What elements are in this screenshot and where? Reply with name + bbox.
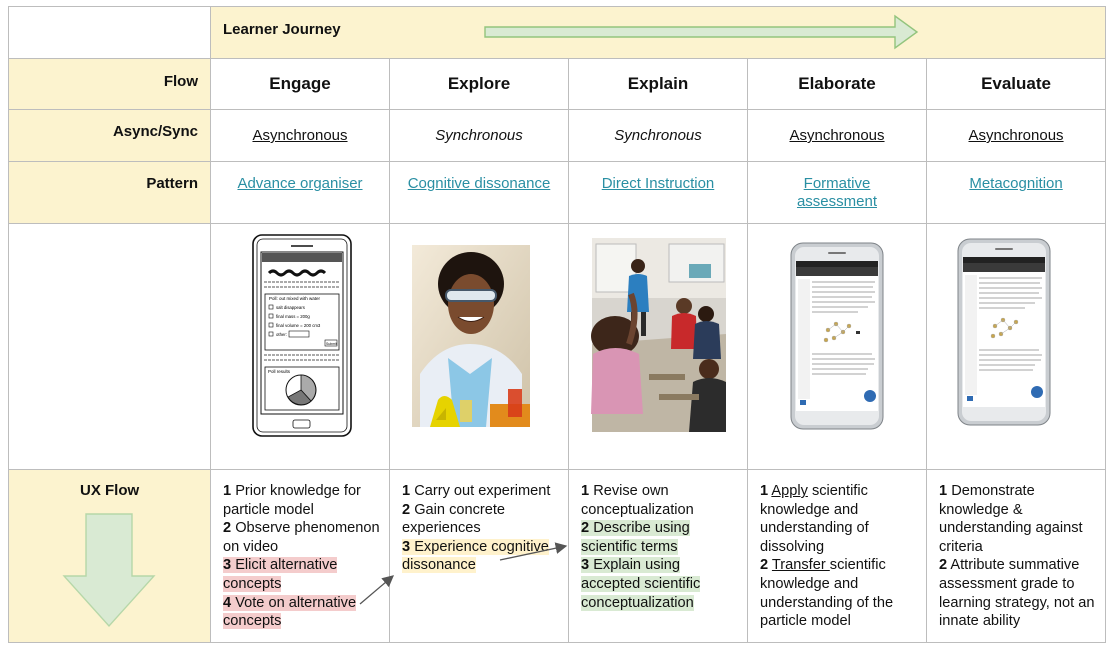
pattern-explore: Cognitive dissonance: [389, 161, 569, 224]
row-label-pattern: Pattern: [8, 161, 211, 224]
explore-photo: [389, 223, 569, 470]
mode-elaborate: Asynchronous: [747, 109, 927, 162]
row-label-ux-flow: UX Flow: [80, 482, 140, 499]
phase-explain: Explain: [568, 58, 748, 110]
poll-option: other:: [276, 332, 287, 337]
explain-photo: [568, 223, 748, 470]
ux-step: 4 Vote on alternative concepts: [223, 594, 357, 630]
down-arrow-icon: [62, 513, 156, 628]
pattern-link-direct-instruction[interactable]: Direct Instruction: [601, 175, 715, 192]
pattern-elaborate: Formative assessment: [747, 161, 927, 224]
mode-engage: Asynchronous: [210, 109, 390, 162]
learner-journey-header: Learner Journey: [209, 6, 1107, 59]
ux-explore: 1 Carry out experiment 2 Gain concrete e…: [389, 469, 569, 643]
pattern-link-cognitive-dissonance[interactable]: Cognitive dissonance: [407, 175, 551, 192]
pattern-explain: Direct Instruction: [568, 161, 748, 224]
poll-option: salt disappears: [276, 305, 305, 310]
engage-wireframe: Poll: out mixed with water salt disappea…: [210, 223, 390, 470]
ux-explain: 1 Revise own conceptualization 2 Describ…: [568, 469, 748, 643]
ux-step: 2 Describe using scientific terms: [581, 520, 690, 555]
mode-label: Synchronous: [435, 127, 523, 144]
mode-label: Asynchronous: [252, 127, 348, 144]
phase-elaborate: Elaborate: [747, 58, 927, 110]
classroom-photo: [591, 238, 726, 432]
ebook-phone-icon: [957, 238, 1051, 426]
ux-step: 1 Apply scientific knowledge and underst…: [760, 483, 869, 555]
row-label-async-sync: Async/Sync: [8, 109, 211, 162]
row-label-ux-flow-cell: UX Flow: [8, 469, 211, 643]
pattern-link-formative-assessment[interactable]: Formative assessment: [796, 175, 878, 210]
ux-step: 1 Revise own conceptualization: [581, 483, 694, 518]
ux-step: 1 Carry out experiment: [402, 483, 551, 499]
row-label-flow: Flow: [8, 58, 211, 110]
ebook-phone-icon: [790, 242, 884, 430]
ux-evaluate: 1 Demonstrate knowledge & understanding …: [925, 469, 1107, 643]
pattern-engage: Advance organiser: [210, 161, 390, 224]
mode-label: Asynchronous: [968, 127, 1064, 144]
ux-step: 2 Attribute summative assessment grade t…: [939, 557, 1095, 630]
poll-results-title: Poll results: [268, 369, 291, 374]
poll-option: final mass = 200g: [276, 314, 310, 319]
right-arrow-icon: [484, 14, 919, 50]
mode-label: Asynchronous: [789, 127, 885, 144]
ux-elaborate: 1 Apply scientific knowledge and underst…: [747, 469, 927, 643]
pattern-link-advance-organiser[interactable]: Advance organiser: [237, 175, 363, 192]
phone-wireframe-icon: Poll: out mixed with water salt disappea…: [252, 234, 352, 437]
evaluate-phone: [925, 223, 1107, 470]
ux-engage: 1 Prior knowledge for particle model 2 O…: [210, 469, 390, 643]
student-lab-photo: [412, 245, 530, 427]
ux-step: 2 Observe phenomenon on video: [223, 520, 380, 555]
phase-explore: Explore: [389, 58, 569, 110]
ux-step: 2 Transfer scientific knowledge and unde…: [760, 557, 894, 630]
image-row-label: [8, 223, 211, 470]
header-title: Learner Journey: [223, 21, 341, 38]
ux-step: 1 Demonstrate knowledge & understanding …: [939, 483, 1083, 555]
poll-submit: Submit: [326, 342, 337, 346]
poll-option: final volume = 200 cm3: [276, 323, 321, 328]
ux-step: 3 Explain using accepted scientific conc…: [581, 557, 701, 611]
mode-label: Synchronous: [614, 127, 702, 144]
elaborate-phone: [747, 223, 927, 470]
mode-explain: Synchronous: [568, 109, 748, 162]
ux-step: 2 Gain concrete experiences: [402, 501, 506, 537]
ux-step: 1 Prior knowledge for particle model: [223, 483, 361, 518]
ux-step: 3 Experience cognitive dissonance: [402, 538, 549, 574]
poll-title: Poll: out mixed with water: [269, 296, 321, 301]
pattern-evaluate: Metacognition: [925, 161, 1107, 224]
corner-cell: [8, 6, 211, 59]
phase-evaluate: Evaluate: [925, 58, 1107, 110]
phase-engage: Engage: [210, 58, 390, 110]
mode-explore: Synchronous: [389, 109, 569, 162]
learner-journey-table: Learner Journey Flow Engage Explore Expl…: [8, 6, 1107, 643]
ux-step: 3 Elicit alternative concepts: [223, 557, 338, 592]
mode-evaluate: Asynchronous: [925, 109, 1107, 162]
pattern-link-metacognition[interactable]: Metacognition: [969, 175, 1063, 192]
